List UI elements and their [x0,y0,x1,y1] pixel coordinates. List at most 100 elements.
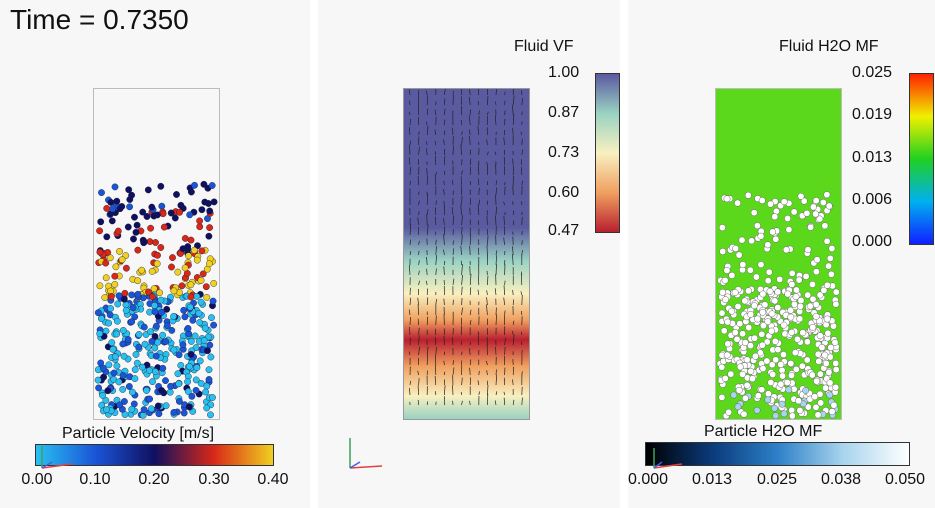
particle [206,260,213,268]
velocity-vector [443,218,445,226]
particle-velocity-column [93,88,220,420]
velocity-vector [486,304,488,316]
particle [168,326,176,334]
velocity-vector [469,181,472,186]
velocity-vector [486,290,488,296]
particle [147,328,154,336]
velocity-vector [503,237,505,246]
particle [759,365,767,373]
particle [782,246,790,254]
velocity-vector [486,297,488,306]
velocity-vector [452,248,455,256]
particle [758,330,766,338]
particle [747,310,755,318]
particle [141,340,149,348]
particle [208,182,216,189]
velocity-vector [452,215,455,226]
particle [734,403,742,411]
h2o-mf-plot [716,89,841,419]
particle [811,393,819,401]
particle [749,375,756,383]
particle [797,192,805,200]
particle [791,349,799,357]
particle [200,180,208,188]
velocity-vector [426,256,428,266]
particle [734,199,742,207]
velocity-vector [418,131,420,136]
velocity-vector [408,264,411,276]
velocity-vector [425,141,428,146]
velocity-vector [503,201,505,206]
fluid-h2o-mf-tick: 0.025 [852,64,893,81]
velocity-vector [408,309,411,316]
velocity-vector [477,204,480,216]
particle [763,357,771,365]
particle [721,276,729,284]
velocity-vector [521,180,523,186]
particle [758,341,766,349]
particle [157,182,165,190]
particle [718,309,726,317]
particle [820,286,828,294]
particle [131,213,138,221]
particle [724,340,732,348]
particle [766,287,774,295]
time-label: Time = 0.7350 [10,4,189,35]
velocity-vector [477,289,480,296]
particle [756,349,764,357]
particle [159,364,167,372]
particle [827,270,835,278]
velocity-vector [443,298,445,306]
particle [778,400,786,408]
velocity-vector [418,270,420,276]
velocity-vector [408,127,411,136]
particle-velocity-tick: 0.00 [21,471,53,488]
particle [205,232,213,240]
particle [828,245,836,252]
particle [97,315,105,323]
particle [735,251,743,259]
velocity-vector [417,370,419,376]
particle [151,344,159,352]
particle [158,202,166,210]
particle [138,266,146,274]
fluid-vf-legend-title: Fluid VF [514,38,574,55]
axes-triad-icon [349,438,383,469]
particle-h2o-mf-tick: 0.013 [691,471,733,488]
velocity-vector [409,239,411,246]
particle [777,361,785,368]
particle [111,183,119,191]
particle-h2o-mf-colorbar [645,442,910,466]
velocity-vector [444,385,446,396]
particle [102,274,110,282]
particle [181,234,189,242]
particle [774,304,782,312]
particle [102,396,110,404]
particle [771,337,779,345]
velocity-vector [409,251,412,256]
particle [780,351,787,359]
velocity-vector [494,151,497,156]
particle [205,366,213,374]
particle [771,297,779,305]
particle [105,361,113,369]
particle [167,382,175,390]
particle [193,364,201,371]
particle [180,306,188,314]
particle [758,197,766,204]
particle [723,351,731,359]
particle [776,275,784,283]
velocity-vector [469,367,471,376]
particle [831,338,839,346]
particle [148,203,156,211]
velocity-vector [478,199,481,206]
particle [768,361,776,369]
velocity-vector [409,326,411,336]
particle [113,362,121,370]
velocity-vector [443,266,445,276]
particle [103,406,110,413]
fluid-vf-tick: 0.60 [548,184,580,201]
particle [154,211,161,219]
particle [128,318,136,326]
particle-h2o-mf-tick: 0.038 [820,471,862,488]
